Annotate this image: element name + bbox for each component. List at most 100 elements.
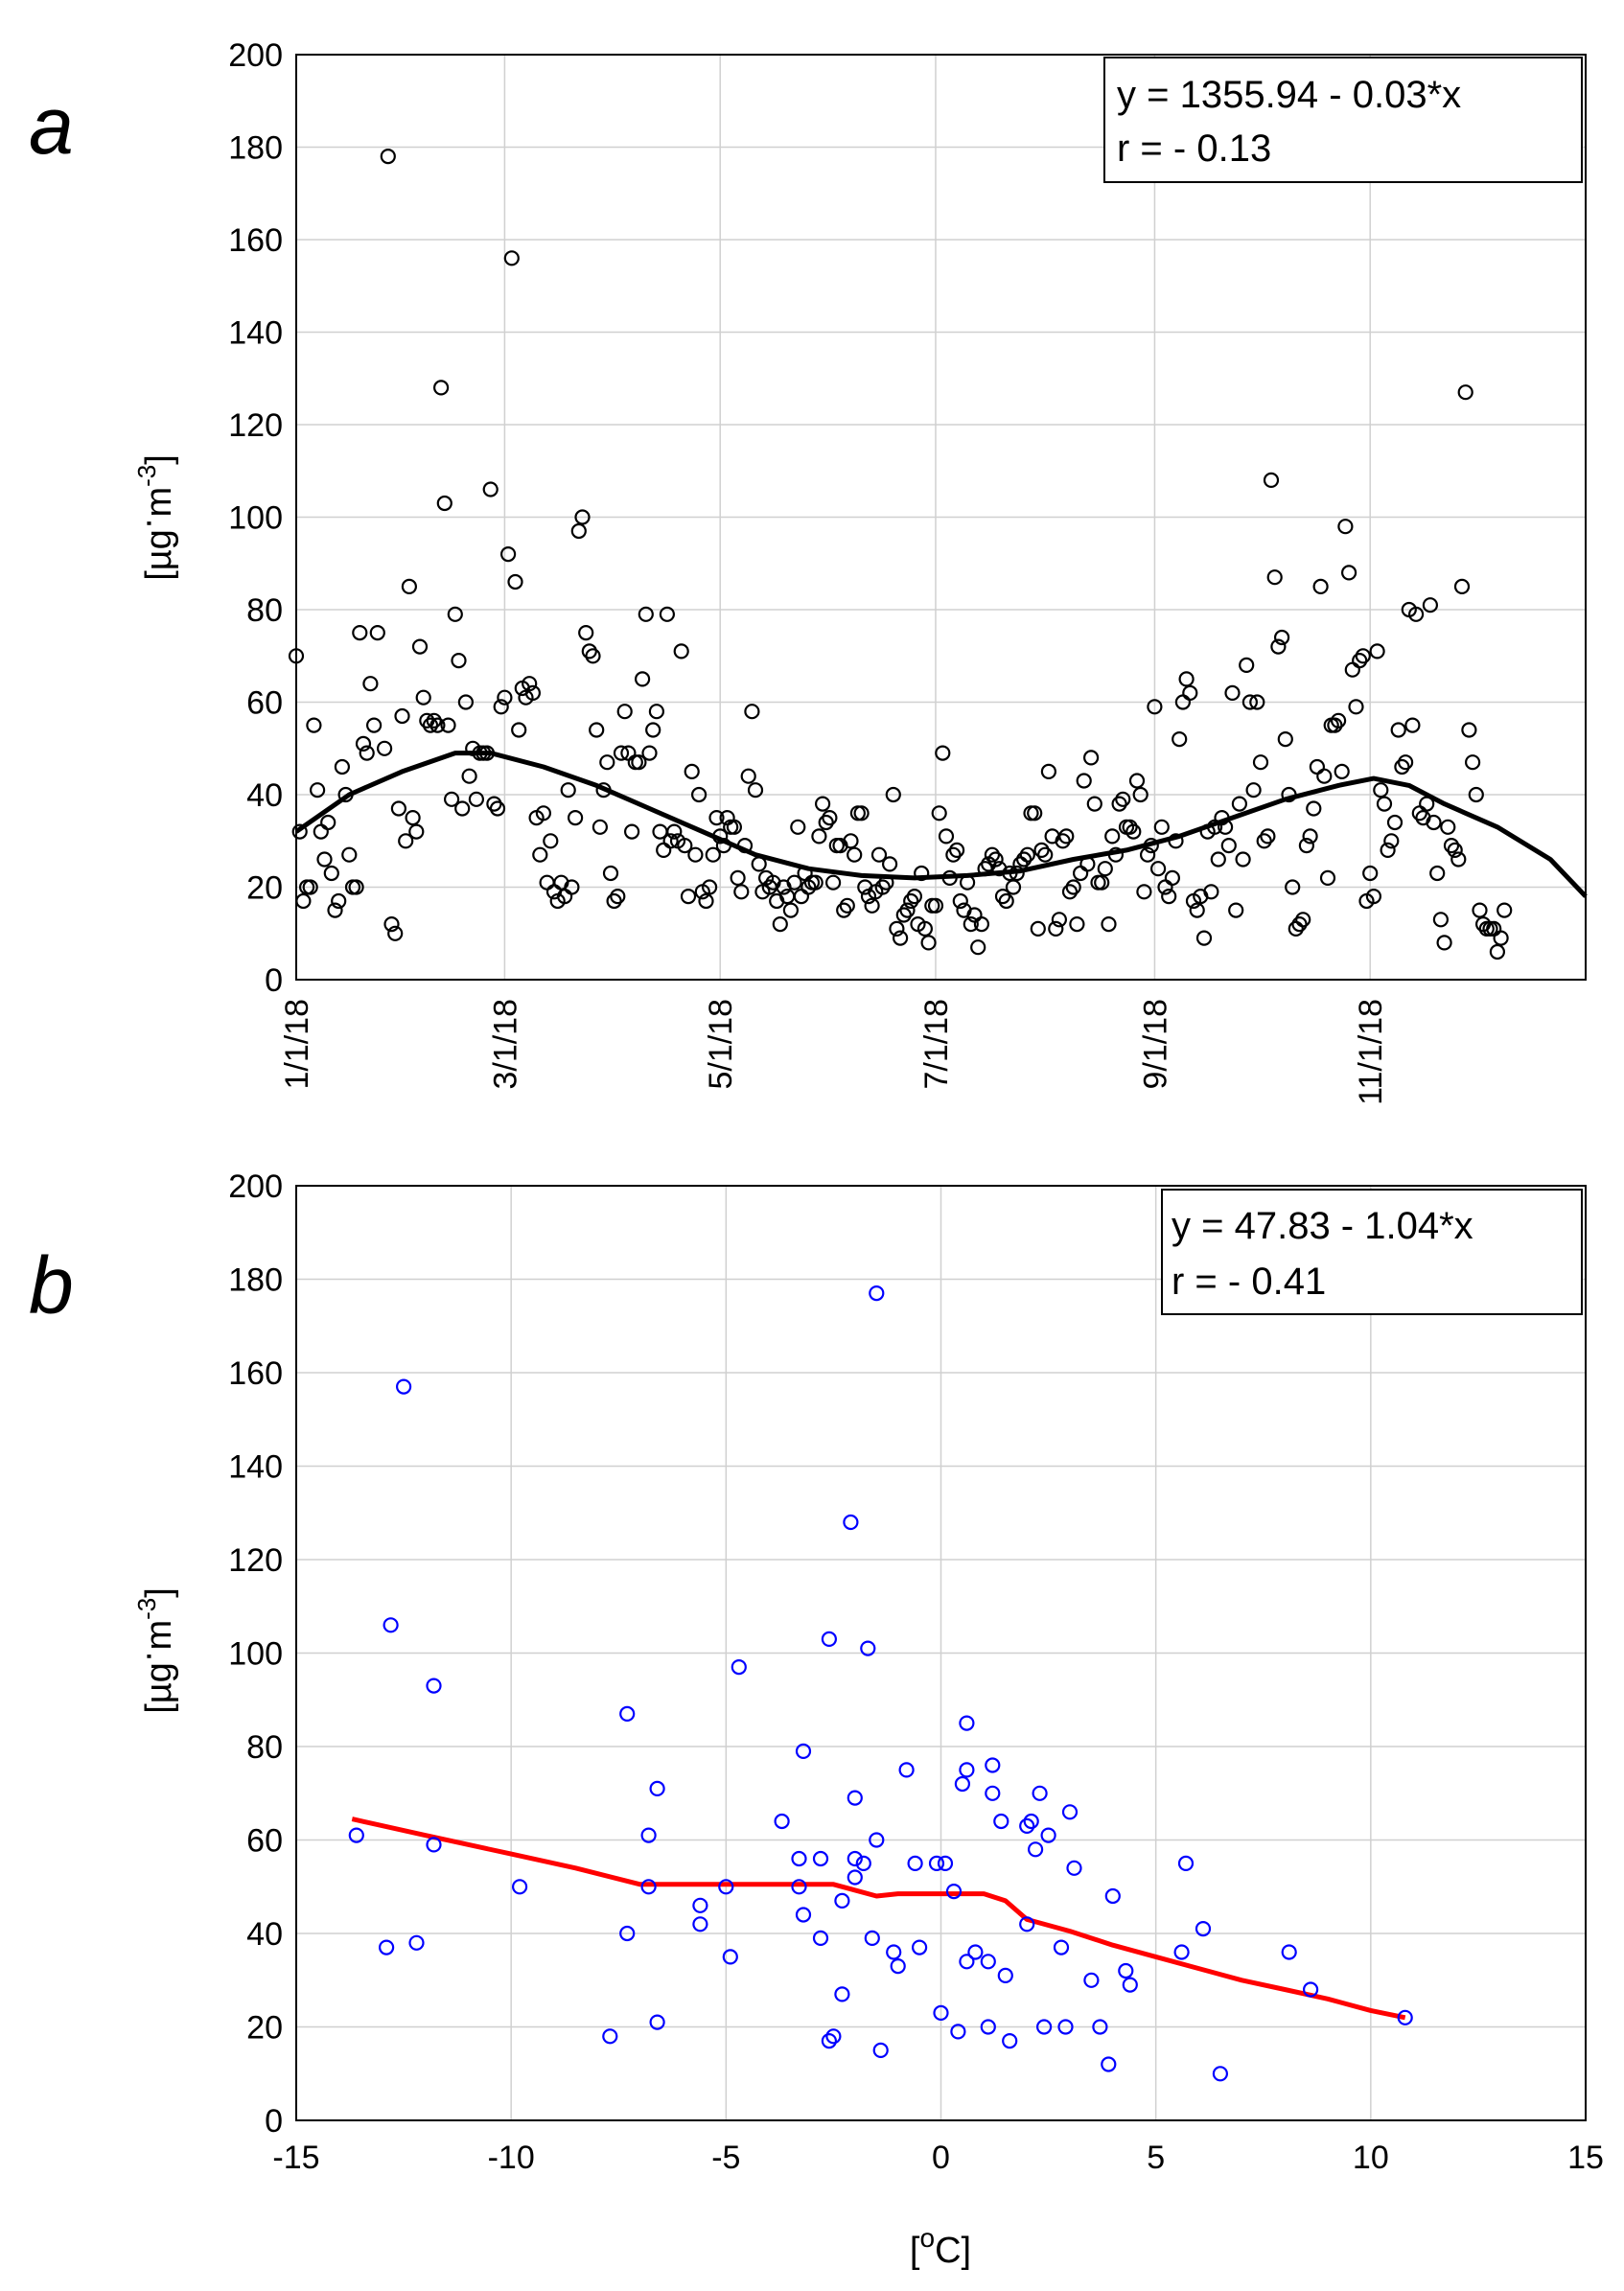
panel-a-data-point	[1496, 902, 1513, 918]
panel-a-data-point	[581, 643, 597, 660]
panel-a-data-point	[1195, 930, 1213, 946]
panel-a-data-point	[482, 481, 499, 498]
panel-a-data-point	[408, 823, 425, 840]
panel-b-data-point	[692, 1897, 708, 1913]
panel-a-data-point	[1453, 578, 1471, 595]
panel-a-data-point	[916, 920, 934, 937]
panel-a-data-point	[334, 758, 350, 775]
panel-a-data-point	[369, 624, 385, 641]
panel-a-data-point	[1362, 865, 1379, 882]
panel-a-data-point	[853, 805, 870, 822]
panel-a-data-point	[698, 892, 714, 910]
panel-b-data-point	[774, 1813, 790, 1830]
panel-a-data-point	[881, 856, 898, 872]
panel-b-data-point	[847, 1790, 863, 1806]
panel-a-y-tick-label: 60	[246, 685, 283, 722]
panel-b-data-point	[602, 2028, 618, 2045]
panel-b-y-tick-label: 60	[246, 1823, 283, 1860]
panel-a-data-point	[411, 638, 429, 655]
panel-a-data-point	[1263, 472, 1280, 488]
panel-a-data-point	[1386, 814, 1404, 831]
panel-b-data-point	[959, 1762, 975, 1778]
panel-a-data-point	[1239, 657, 1255, 674]
panel-b-data-point	[855, 1855, 871, 1872]
panel-b-data-point	[348, 1827, 364, 1843]
panel-b-data-point	[408, 1934, 425, 1951]
panel-a-data-point	[532, 846, 548, 863]
panel-b-data-point	[847, 1869, 863, 1886]
panel-a-data-point	[730, 869, 746, 887]
panel-b-y-tick-label: 140	[228, 1449, 283, 1486]
panel-a-data-point	[984, 846, 1001, 863]
panel-a-data-point	[677, 837, 693, 854]
panel-b-data-point	[847, 1850, 863, 1867]
panel-a-data-point	[1104, 828, 1121, 845]
panel-a-data-point	[599, 754, 615, 771]
panel-a-data-point	[1443, 837, 1460, 854]
panel-a-data-point	[959, 874, 976, 891]
panel-a-data-point	[1447, 842, 1463, 859]
panel-a-data-point	[793, 888, 810, 905]
panel-a-data-point	[994, 888, 1011, 905]
panel-a-data-point	[359, 745, 375, 761]
panel-a-x-tick-label: 5/1/18	[703, 999, 739, 1090]
panel-b-data-point	[426, 1678, 442, 1694]
panel-a-data-point	[1224, 684, 1241, 702]
panel-a-ylabel-dot: ·	[128, 518, 168, 530]
panel-b-data-point	[1195, 1920, 1212, 1937]
panel-b-data-point	[1066, 1860, 1082, 1876]
panel-b-x-tick-label: -10	[488, 2140, 535, 2176]
panel-b-data-point	[860, 1640, 876, 1656]
panel-a-x-tick-label: 3/1/18	[487, 999, 523, 1090]
panel-a-data-point	[744, 704, 760, 720]
panel-a-data-point	[1019, 846, 1035, 863]
panel-a-data-point	[585, 648, 601, 664]
panel-a-data-point	[708, 809, 725, 826]
panel-b-data-point	[791, 1850, 807, 1867]
panel-b-x-tick-label: 0	[932, 2140, 950, 2176]
panel-a-data-point	[645, 722, 661, 738]
panel-a-data-point	[606, 892, 622, 910]
panel-a-data-point	[935, 745, 951, 761]
panel-a-data-point	[1397, 754, 1414, 771]
panel-a-data-point	[631, 754, 647, 771]
panel-b-data-point	[928, 1855, 945, 1872]
panel-a-data-point	[870, 846, 888, 863]
panel-b-x-tick-label: -15	[272, 2140, 319, 2176]
panel-a-data-point	[963, 915, 979, 933]
panel-a-ylabel-post: ]	[139, 454, 179, 465]
panel-a-data-point	[1220, 837, 1237, 854]
panel-a-data-point	[1107, 846, 1125, 863]
panel-a-data-point	[634, 671, 651, 687]
panel-a-data-point	[1217, 819, 1234, 835]
panel-b: b 0 20 40 60 80 100 120 140 160 180 200 -15 -10 -5 0 5…	[29, 1169, 1604, 2271]
panel-b-data-point	[907, 1855, 923, 1872]
panel-b-y-tick-label: 80	[246, 1729, 283, 1766]
panel-a-data-point	[1086, 796, 1102, 812]
panel-a-data-point	[1306, 800, 1322, 817]
panel-a-data-point	[493, 699, 509, 715]
panel-b-x-tick-label: 10	[1353, 2140, 1389, 2176]
panel-a-y-axis-label: [µg·m-3]	[128, 454, 179, 581]
panel-b-x-tick-label: 5	[1147, 2140, 1165, 2176]
panel-a-data-point	[1266, 569, 1283, 586]
panel-a-data-point	[331, 892, 347, 910]
panel-a-data-point	[1373, 782, 1389, 798]
panel-a-data-point	[747, 782, 764, 798]
panel-a-data-point	[560, 782, 576, 798]
panel-a-data-point	[1334, 763, 1350, 780]
panel-a-data-point	[1348, 699, 1364, 715]
panel-b-data-point	[791, 1879, 807, 1895]
panel-a-data-point	[1076, 773, 1092, 789]
panel-a-data-point	[1472, 902, 1488, 918]
panel-a-data-point	[316, 851, 333, 868]
panel-a-data-point	[1172, 730, 1188, 748]
panel-b-data-point	[1023, 1813, 1039, 1830]
panel-b-data-point	[1281, 1944, 1297, 1960]
panel-a-data-point	[920, 935, 937, 951]
panel-b-data-point	[426, 1837, 442, 1853]
panel-b-data-point	[954, 1775, 971, 1793]
panel-a-data-point	[1312, 578, 1329, 595]
panel-a-data-point	[291, 823, 308, 840]
